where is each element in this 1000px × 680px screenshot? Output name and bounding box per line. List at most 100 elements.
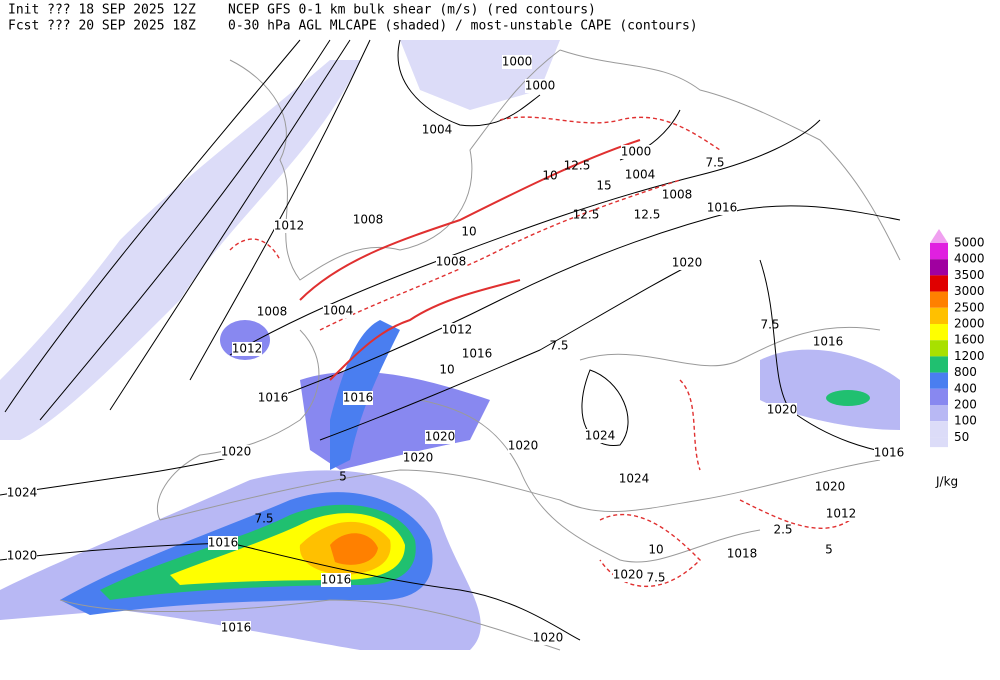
legend-label: 2500	[954, 300, 985, 314]
label-bg	[826, 507, 856, 521]
isobars	[0, 39, 901, 641]
cape-shading	[0, 40, 900, 650]
label-bg	[613, 568, 643, 582]
legend-swatch	[930, 243, 948, 260]
isobar-label: 1016	[874, 446, 905, 460]
shear-label: 5	[339, 470, 347, 484]
legend-swatch	[930, 405, 948, 422]
label-bg	[208, 536, 238, 550]
isobar-label: 1020	[533, 631, 564, 645]
isobar-label: 1008	[353, 213, 384, 227]
isobar-label: 1024	[585, 429, 616, 443]
legend-label: 2000	[954, 317, 985, 331]
legend-unit: J/kg	[935, 475, 958, 489]
shear-label: 12.5	[573, 208, 600, 222]
field-title: 0-30 hPa AGL MLCAPE (shaded) / most-unst…	[228, 19, 698, 34]
isobar-label: 1024	[7, 486, 38, 500]
label-bg	[813, 335, 843, 349]
label-bg	[727, 547, 757, 561]
label-bg	[442, 323, 472, 337]
legend-swatch	[930, 356, 948, 373]
label-bg	[257, 305, 287, 319]
legend-label: 800	[954, 365, 977, 379]
legend-swatch	[930, 259, 948, 276]
shear-label: 10	[648, 543, 663, 557]
shear-label: 10	[542, 169, 557, 183]
isobar-label: 1008	[257, 305, 288, 319]
shear-label: 10	[439, 363, 454, 377]
shear-labels: 7.5 12.5 15 12.5 12.5 10 10 7.5 10 7.5 5 7.5 2.5 5 7.5…	[254, 156, 832, 585]
isobar-label: 1018	[727, 547, 758, 561]
label-bg	[323, 304, 353, 318]
shear-label: 7.5	[760, 318, 779, 332]
isobar-label: 1020	[508, 439, 539, 453]
label-bg	[502, 55, 532, 69]
legend-swatch	[930, 307, 948, 324]
isobar-labels: 1000 1000 1004 1000 1004 1008 1016 1008 1012 1020…	[7, 55, 905, 645]
label-bg	[258, 391, 288, 405]
label-bg	[874, 446, 904, 460]
legend-label: 4000	[954, 252, 985, 266]
legend-label: 1200	[954, 349, 985, 363]
isobar-label: 1016	[343, 391, 374, 405]
isobar-label: 1020	[767, 403, 798, 417]
label-bg	[274, 219, 304, 233]
isobar-label: 1020	[815, 480, 846, 494]
isobar-label: 1012	[232, 342, 263, 356]
isobar-label: 1000	[621, 145, 652, 159]
label-bg	[321, 573, 351, 587]
label-bg	[462, 347, 492, 361]
label-bg	[7, 549, 37, 563]
legend-swatch	[930, 275, 948, 292]
label-bg	[707, 201, 737, 215]
shear-label: 15	[596, 179, 611, 193]
legend-label: 3500	[954, 268, 985, 282]
label-bg	[767, 403, 797, 417]
cape-area	[400, 40, 560, 110]
isobar-label: 1016	[208, 536, 239, 550]
legend-label: 1600	[954, 333, 985, 347]
shear-label: 5	[825, 543, 833, 557]
label-bg	[232, 342, 262, 356]
isobar-label: 1012	[826, 507, 857, 521]
isobar-label: 1012	[274, 219, 305, 233]
label-bg	[7, 486, 37, 500]
model-title: NCEP GFS 0-1 km bulk shear (m/s) (red co…	[228, 3, 596, 18]
legend-swatch	[930, 421, 948, 438]
label-bg	[221, 445, 251, 459]
label-bg	[621, 145, 651, 159]
legend-label: 50	[954, 430, 969, 444]
legend-label: 100	[954, 414, 977, 428]
cape-area	[300, 371, 490, 470]
isobar-label: 1020	[221, 445, 252, 459]
isobar-label: 1000	[502, 55, 533, 69]
label-bg	[403, 451, 433, 465]
legend-swatch	[930, 324, 948, 341]
shear-label: 12.5	[564, 159, 591, 173]
isobar-label: 1016	[813, 335, 844, 349]
shear-label: 2.5	[773, 523, 792, 537]
label-bg	[425, 430, 455, 444]
isobar-label: 1008	[436, 255, 467, 269]
isobar-label: 1000	[525, 79, 556, 93]
isobar-label: 1004	[422, 123, 453, 137]
label-bg	[662, 188, 692, 202]
legend-swatch	[930, 340, 948, 357]
label-bg	[815, 480, 845, 494]
isobar-label: 1020	[613, 568, 644, 582]
legend: 5000 4000 3500 3000 2500 2000 1600 1200 800 400 20…	[930, 229, 985, 489]
isobar-label: 1012	[442, 323, 473, 337]
coastlines	[59, 49, 901, 651]
legend-swatch	[930, 437, 948, 448]
label-bg	[508, 439, 538, 453]
label-bg	[625, 168, 655, 182]
cape-area	[0, 60, 360, 440]
legend-swatch	[930, 372, 948, 389]
label-bg	[533, 631, 563, 645]
isobar-label: 1004	[625, 168, 656, 182]
legend-swatch	[930, 291, 948, 308]
label-bg	[585, 429, 615, 443]
